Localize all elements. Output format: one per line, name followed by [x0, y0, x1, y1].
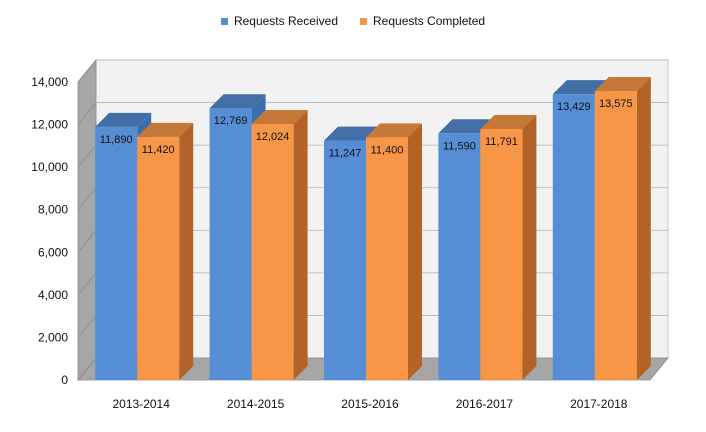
- bar-top: [552, 80, 609, 95]
- y-tick-label: 8,000: [38, 203, 68, 217]
- bar: [137, 136, 180, 380]
- data-label: 13,429: [557, 101, 591, 113]
- data-label: 11,791: [485, 136, 518, 148]
- gridline-side: [77, 102, 97, 125]
- bar-top: [137, 122, 194, 137]
- gridline-side: [77, 230, 97, 253]
- bar: [366, 137, 408, 380]
- bar-side: [636, 77, 651, 381]
- data-label: 11,890: [100, 134, 133, 146]
- legend-swatch-completed: [360, 17, 367, 25]
- y-tick-label: 12,000: [31, 118, 68, 132]
- y-tick-label: 0: [61, 373, 68, 387]
- y-tick-label: 6,000: [38, 245, 68, 259]
- y-tick-label: 10,000: [31, 160, 68, 174]
- bar-top: [594, 77, 651, 92]
- x-tick-label: 2015-2016: [341, 397, 399, 411]
- gridline-side: [77, 144, 97, 168]
- data-label: 11,400: [371, 144, 404, 156]
- y-tick-label: 2,000: [38, 330, 68, 344]
- y-tick-label: 4,000: [38, 288, 68, 302]
- bar-top: [95, 112, 152, 127]
- gridline-side: [77, 59, 97, 83]
- legend: Requests Received Requests Completed: [0, 14, 706, 28]
- bar: [209, 108, 252, 381]
- data-label: 13,575: [599, 98, 633, 110]
- side-wall: [77, 58, 97, 382]
- bar: [324, 140, 366, 380]
- legend-label-completed: Requests Completed: [373, 14, 486, 28]
- bar-side: [522, 115, 537, 380]
- bar-top: [209, 94, 266, 109]
- data-label: 12,024: [256, 131, 290, 143]
- bar-top: [251, 110, 308, 125]
- bar-top: [366, 123, 422, 138]
- data-label: 11,590: [443, 140, 476, 152]
- gridline-side: [77, 272, 97, 296]
- bar-top: [324, 126, 380, 141]
- data-label: 11,247: [329, 148, 362, 160]
- bar-side: [179, 122, 194, 380]
- legend-item-requests-received: Requests Received: [220, 14, 338, 28]
- legend-label-received: Requests Received: [233, 14, 338, 28]
- bar-side: [408, 123, 422, 380]
- x-tick-label: 2014-2015: [227, 397, 285, 411]
- gridline-side: [77, 315, 97, 338]
- bar: [552, 94, 595, 380]
- data-label: 12,769: [214, 115, 248, 127]
- x-tick-label: 2017-2018: [570, 397, 628, 411]
- legend-item-requests-completed: Requests Completed: [360, 14, 485, 28]
- gridline-side: [77, 187, 97, 210]
- data-label: 11,420: [142, 144, 175, 156]
- y-tick-label: 14,000: [31, 75, 68, 89]
- bar: [438, 133, 481, 380]
- x-tick-label: 2013-2014: [113, 397, 171, 411]
- bar: [251, 124, 294, 380]
- bar: [480, 129, 523, 380]
- legend-swatch-received: [220, 17, 228, 25]
- bar: [95, 126, 138, 380]
- bar-side: [293, 110, 308, 380]
- bar-top: [480, 115, 537, 130]
- x-tick-label: 2016-2017: [456, 397, 514, 411]
- bar: [594, 91, 637, 381]
